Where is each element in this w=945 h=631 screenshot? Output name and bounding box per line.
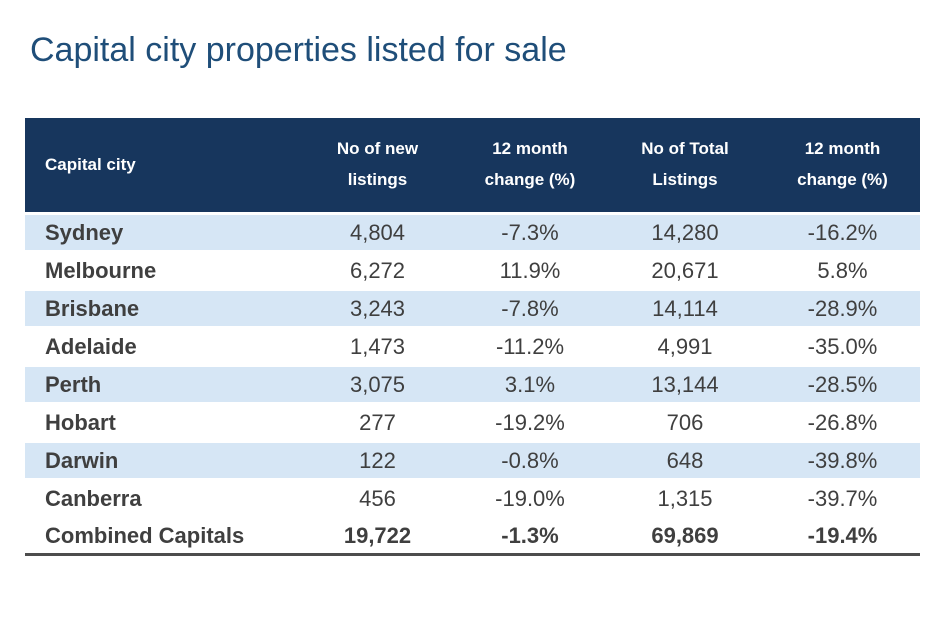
value-cell: -39.7% (765, 479, 920, 519)
page-title: Capital city properties listed for sale (30, 31, 567, 69)
value-cell: -11.2% (455, 327, 605, 367)
value-cell: -7.3% (455, 213, 605, 253)
table-footer: Combined Capitals 19,722 -1.3% 69,869 -1… (25, 516, 920, 556)
value-cell: -0.8% (455, 441, 605, 481)
value-cell: 3.1% (455, 365, 605, 405)
value-cell: -16.2% (765, 213, 920, 253)
value-cell: 456 (300, 479, 455, 519)
table-row: Sydney 4,804 -7.3% 14,280 -16.2% (25, 213, 920, 253)
value-cell: 11.9% (455, 251, 605, 291)
capital-city-listings-table: Capital city No of new listings 12 month… (25, 118, 920, 556)
value-cell: -35.0% (765, 327, 920, 367)
column-header-total-listings: No of Total Listings (605, 118, 765, 215)
table-body: Sydney 4,804 -7.3% 14,280 -16.2% Melbourne 6,2… (25, 213, 920, 519)
summary-row: Combined Capitals 19,722 -1.3% 69,869 -1… (25, 516, 920, 556)
column-header-capital-city: Capital city (25, 118, 300, 215)
header-row: Capital city No of new listings 12 month… (25, 118, 920, 215)
table-row: Hobart 277 -19.2% 706 -26.8% (25, 403, 920, 443)
value-cell: -28.9% (765, 289, 920, 329)
value-cell: 706 (605, 403, 765, 443)
value-cell: 122 (300, 441, 455, 481)
value-cell: 6,272 (300, 251, 455, 291)
city-cell: Darwin (25, 441, 300, 481)
city-cell: Hobart (25, 403, 300, 443)
table-row: Adelaide 1,473 -11.2% 4,991 -35.0% (25, 327, 920, 367)
city-cell: Canberra (25, 479, 300, 519)
city-cell: Adelaide (25, 327, 300, 367)
column-header-new-change: 12 month change (%) (455, 118, 605, 215)
table-row: Perth 3,075 3.1% 13,144 -28.5% (25, 365, 920, 405)
value-cell: 14,114 (605, 289, 765, 329)
value-cell: 14,280 (605, 213, 765, 253)
summary-total-change: -19.4% (765, 516, 920, 556)
value-cell: 13,144 (605, 365, 765, 405)
city-cell: Perth (25, 365, 300, 405)
value-cell: -26.8% (765, 403, 920, 443)
value-cell: -19.2% (455, 403, 605, 443)
value-cell: 4,991 (605, 327, 765, 367)
value-cell: -7.8% (455, 289, 605, 329)
value-cell: 1,315 (605, 479, 765, 519)
table-row: Melbourne 6,272 11.9% 20,671 5.8% (25, 251, 920, 291)
value-cell: 20,671 (605, 251, 765, 291)
table-row: Brisbane 3,243 -7.8% 14,114 -28.9% (25, 289, 920, 329)
column-header-new-listings: No of new listings (300, 118, 455, 215)
summary-label: Combined Capitals (25, 516, 300, 556)
column-header-total-change: 12 month change (%) (765, 118, 920, 215)
city-cell: Melbourne (25, 251, 300, 291)
table-row: Darwin 122 -0.8% 648 -39.8% (25, 441, 920, 481)
summary-new-change: -1.3% (455, 516, 605, 556)
value-cell: 3,243 (300, 289, 455, 329)
city-cell: Brisbane (25, 289, 300, 329)
table-row: Canberra 456 -19.0% 1,315 -39.7% (25, 479, 920, 519)
value-cell: 648 (605, 441, 765, 481)
value-cell: 4,804 (300, 213, 455, 253)
value-cell: -28.5% (765, 365, 920, 405)
value-cell: 277 (300, 403, 455, 443)
city-cell: Sydney (25, 213, 300, 253)
value-cell: -19.0% (455, 479, 605, 519)
table-header: Capital city No of new listings 12 month… (25, 118, 920, 215)
value-cell: 1,473 (300, 327, 455, 367)
summary-total-listings: 69,869 (605, 516, 765, 556)
value-cell: 3,075 (300, 365, 455, 405)
summary-new-listings: 19,722 (300, 516, 455, 556)
value-cell: -39.8% (765, 441, 920, 481)
value-cell: 5.8% (765, 251, 920, 291)
